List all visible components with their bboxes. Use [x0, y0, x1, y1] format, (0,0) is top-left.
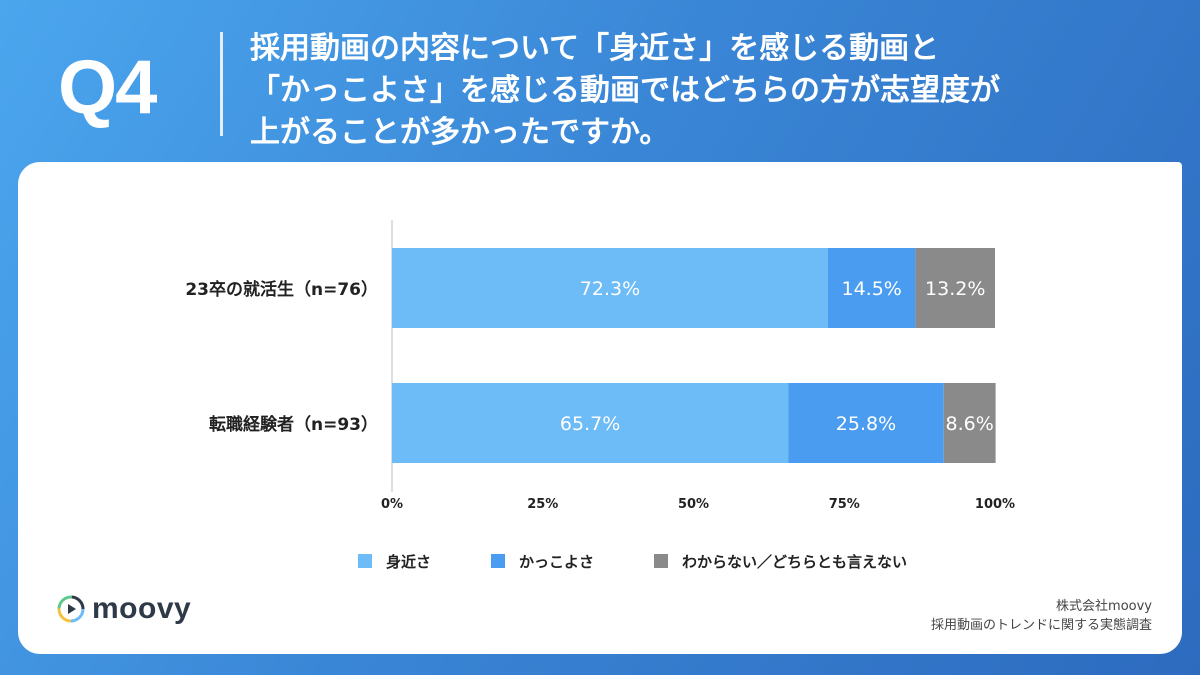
category-label: 転職経験者（n=93）: [209, 414, 378, 435]
bar-segment: [943, 383, 996, 463]
question-title: 採用動画の内容について「身近さ」を感じる動画と 「かっこよさ」を感じる動画ではど…: [250, 28, 1170, 154]
bar-segment: [392, 383, 789, 463]
data-label: 65.7%: [560, 413, 620, 435]
x-tick-label: 75%: [829, 497, 860, 512]
stacked-bar-chart: 72.3% 14.5% 13.2% 23卒の就活生（n=76） 65.7% 25.8% 8.…: [185, 220, 1015, 512]
data-label: 13.2%: [925, 278, 985, 300]
title-divider: [220, 32, 223, 136]
question-title-line: 上がることが多かったですか。: [250, 115, 670, 150]
legend-swatch: [654, 554, 669, 568]
data-label: 25.8%: [836, 413, 896, 435]
data-label: 72.3%: [580, 278, 640, 300]
question-number: Q4: [58, 45, 157, 130]
bar-segment: [788, 383, 944, 463]
bar-segment: [915, 248, 995, 328]
legend-item: かっこよさ: [491, 551, 594, 572]
data-label: 14.5%: [842, 278, 902, 300]
legend-swatch: [358, 554, 372, 568]
logo-text: moovy: [92, 592, 192, 625]
x-tick-label: 0%: [381, 497, 403, 512]
question-title-line: 採用動画の内容について「身近さ」を感じる動画と: [250, 31, 940, 66]
bar-segment: [827, 248, 916, 328]
legend-label: 身近さ: [386, 552, 432, 571]
source-credit: 株式会社moovy 採用動画のトレンドに関する実態調査: [931, 597, 1152, 635]
legend-item: 身近さ: [358, 551, 431, 572]
credit-line: 採用動画のトレンドに関する実態調査: [930, 618, 1152, 633]
x-tick-label: 100%: [975, 497, 1015, 512]
legend-label: わからない／どちらとも言えない: [682, 552, 908, 571]
chart-legend: 身近さ かっこよさ わからない／どちらとも言えない: [358, 549, 967, 573]
legend-item: わからない／どちらとも言えない: [654, 551, 907, 572]
legend-swatch: [491, 554, 506, 568]
question-title-line: 「かっこよさ」を感じる動画ではどちらの方が志望度が: [250, 73, 1000, 108]
data-label: 8.6%: [946, 413, 994, 435]
play-logo-icon: [57, 595, 85, 623]
bar-segment: [392, 248, 828, 328]
chart-panel: 72.3% 14.5% 13.2% 23卒の就活生（n=76） 65.7% 25.8% 8.…: [18, 162, 1182, 654]
legend-label: かっこよさ: [519, 552, 595, 571]
x-tick-label: 50%: [678, 497, 709, 512]
category-label: 23卒の就活生（n=76）: [185, 279, 378, 300]
credit-line: 株式会社moovy: [1056, 599, 1152, 614]
x-tick-label: 25%: [527, 497, 558, 512]
moovy-logo: moovy: [56, 592, 191, 626]
